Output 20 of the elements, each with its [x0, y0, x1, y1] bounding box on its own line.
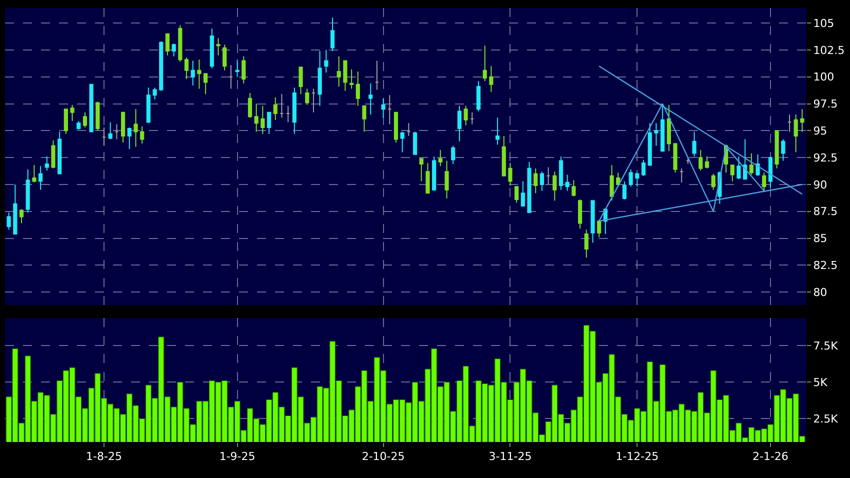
y-tick-label: 5K [813, 376, 828, 390]
x-tick-label: 2-10-25 [362, 450, 405, 464]
x-tick-label: 1-12-25 [616, 450, 659, 464]
x-tick-label: 1-9-25 [219, 450, 256, 464]
y-tick-label: 100 [813, 70, 834, 84]
y-tick-label: 87.5 [813, 205, 838, 218]
x-tick-label: 2-1-26 [752, 450, 788, 464]
y-tick-label: 97.5 [813, 98, 838, 111]
y-tick-label: 80 [813, 286, 828, 299]
y-tick-label: 90 [813, 178, 828, 192]
y-tick-label: 7.5K [813, 340, 839, 353]
x-tick-label: 3-11-25 [488, 450, 532, 464]
y-tick-label: 92.5 [813, 151, 838, 164]
y-tick-label: 95 [813, 124, 828, 138]
y-tick-label: 85 [813, 232, 828, 246]
y-tick-label: 105 [813, 16, 834, 30]
y-tick-label: 2.5K [813, 412, 839, 426]
y-tick-label: 102.5 [813, 44, 845, 57]
y-tick-label: 82.5 [813, 259, 838, 272]
x-tick-label: 1-8-25 [86, 450, 122, 464]
